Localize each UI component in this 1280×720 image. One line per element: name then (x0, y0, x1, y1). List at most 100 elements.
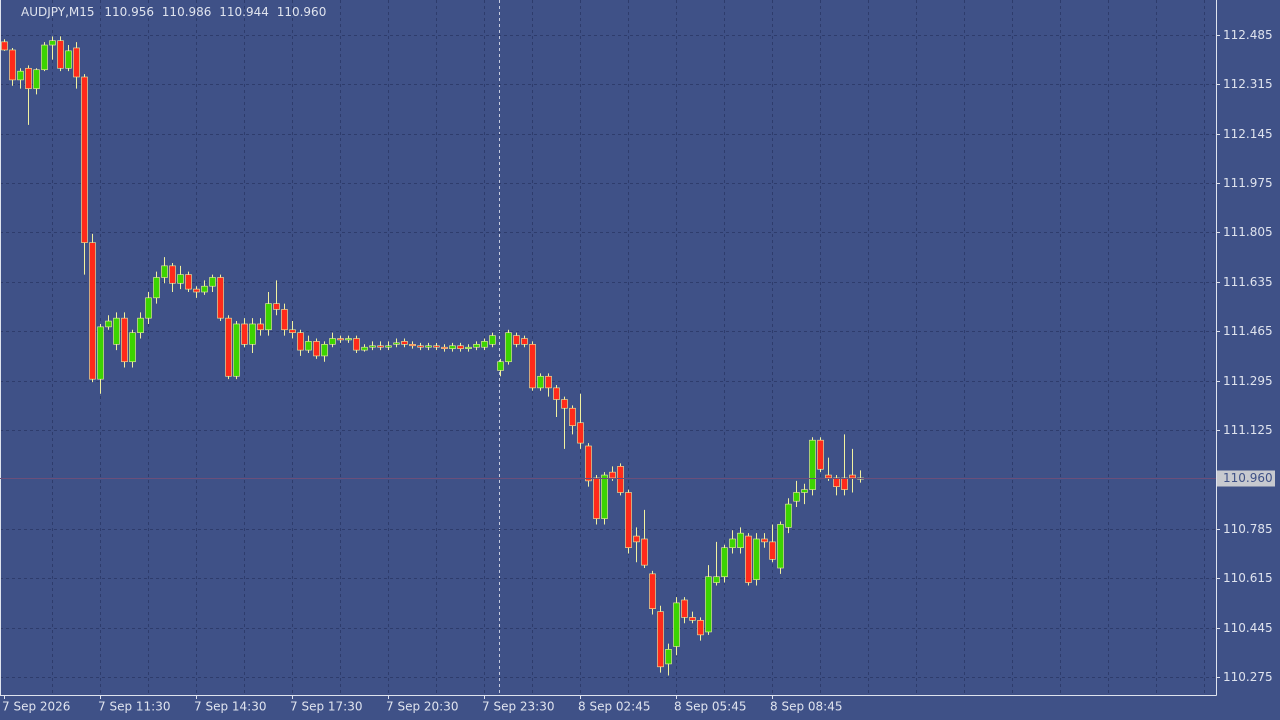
candle-body (665, 649, 672, 665)
candle-body (241, 323, 248, 345)
candle-body (185, 274, 192, 290)
y-tick-label: 111.295 (1223, 374, 1273, 388)
candle-body (81, 76, 88, 243)
candle-body (89, 242, 96, 380)
candle-body (657, 611, 664, 668)
candle-body (441, 346, 448, 349)
candle-body (841, 477, 848, 490)
candle-body (561, 399, 568, 409)
symbol: AUDJPY,M15 (21, 5, 95, 19)
x-tick-label: 7 Sep 17:30 (290, 700, 362, 714)
current-price-box (1217, 470, 1275, 487)
candle-body (833, 477, 840, 487)
candle-body (689, 617, 696, 621)
candle-body (401, 341, 408, 345)
candle-body (105, 320, 112, 328)
candle-body (641, 538, 648, 566)
y-tick-label: 112.485 (1223, 28, 1273, 42)
current-price-label: 110.960 (1223, 471, 1273, 485)
candle-body (289, 329, 296, 333)
candle-body (601, 474, 608, 519)
x-tick-label: 8 Sep 05:45 (674, 700, 746, 714)
candle-body (609, 471, 616, 479)
ohlc-high: 110.986 (162, 5, 212, 19)
candle-body (41, 44, 48, 71)
candle-body (329, 338, 336, 345)
candle-body (361, 346, 368, 351)
x-tick-label: 7 Sep 2026 (2, 700, 70, 714)
candle-body (569, 407, 576, 426)
candle-body (9, 49, 16, 81)
candle-body (737, 532, 744, 548)
candle-body (153, 277, 160, 299)
candle-body (385, 345, 392, 348)
candle-body (257, 323, 264, 331)
candle-body (457, 345, 464, 349)
candle-body (73, 47, 80, 78)
candle-body (785, 503, 792, 528)
chart-header: AUDJPY,M15 110.956 110.986 110.944 110.9… (21, 5, 326, 19)
candle-body (593, 477, 600, 519)
candle-body (273, 303, 280, 310)
candle-body (505, 332, 512, 363)
candle-body (625, 492, 632, 548)
candle-body (521, 338, 528, 345)
candle-body (513, 335, 520, 345)
x-tick-label: 7 Sep 20:30 (386, 700, 458, 714)
candle-body (473, 344, 480, 348)
y-tick-label: 112.145 (1223, 127, 1273, 141)
candle-body (121, 317, 128, 363)
candle-body (433, 345, 440, 348)
candle-body (585, 445, 592, 482)
candle-body (209, 277, 216, 287)
candle-body (297, 332, 304, 351)
y-tick-label: 110.785 (1223, 522, 1273, 536)
candles (1, 36, 864, 676)
candle-body (281, 309, 288, 331)
candle-body (849, 474, 856, 479)
candle-body (537, 375, 544, 389)
candle-body (137, 317, 144, 333)
candle-body (497, 361, 504, 371)
candle-body (265, 303, 272, 331)
candle-body (201, 285, 208, 293)
candle-body (1, 41, 8, 51)
x-tick-label: 7 Sep 23:30 (482, 700, 554, 714)
candle-body (129, 332, 136, 363)
candle-body (321, 344, 328, 357)
candle-body (217, 277, 224, 319)
candle-body (793, 492, 800, 502)
y-tick-label: 110.615 (1223, 571, 1273, 585)
candle-body (545, 375, 552, 389)
candle-body (17, 70, 24, 81)
candle-body (713, 576, 720, 583)
candle-body (369, 345, 376, 348)
candle-body (745, 535, 752, 583)
y-tick-label: 111.635 (1223, 275, 1273, 289)
grid (0, 0, 1216, 695)
candle-body (161, 265, 168, 278)
candle-body (577, 422, 584, 444)
candle-body (409, 344, 416, 347)
candle-body (617, 466, 624, 493)
candle-body (769, 541, 776, 560)
candle-body (705, 576, 712, 633)
candle-body (417, 345, 424, 348)
candle-body (33, 69, 40, 89)
candle-body (313, 341, 320, 357)
ohlc-open: 110.956 (104, 5, 154, 19)
candle-body (681, 599, 688, 618)
candle-body (633, 535, 640, 543)
candle-body (345, 338, 352, 341)
y-tick-label: 110.275 (1223, 670, 1273, 684)
candle-body (425, 345, 432, 348)
candle-body (65, 50, 72, 69)
y-tick-label: 112.315 (1223, 77, 1273, 91)
candle-body (817, 439, 824, 470)
candle-body (25, 67, 32, 89)
candle-body (801, 489, 808, 493)
candle-body (809, 439, 816, 490)
x-tick-label: 7 Sep 11:30 (98, 700, 170, 714)
